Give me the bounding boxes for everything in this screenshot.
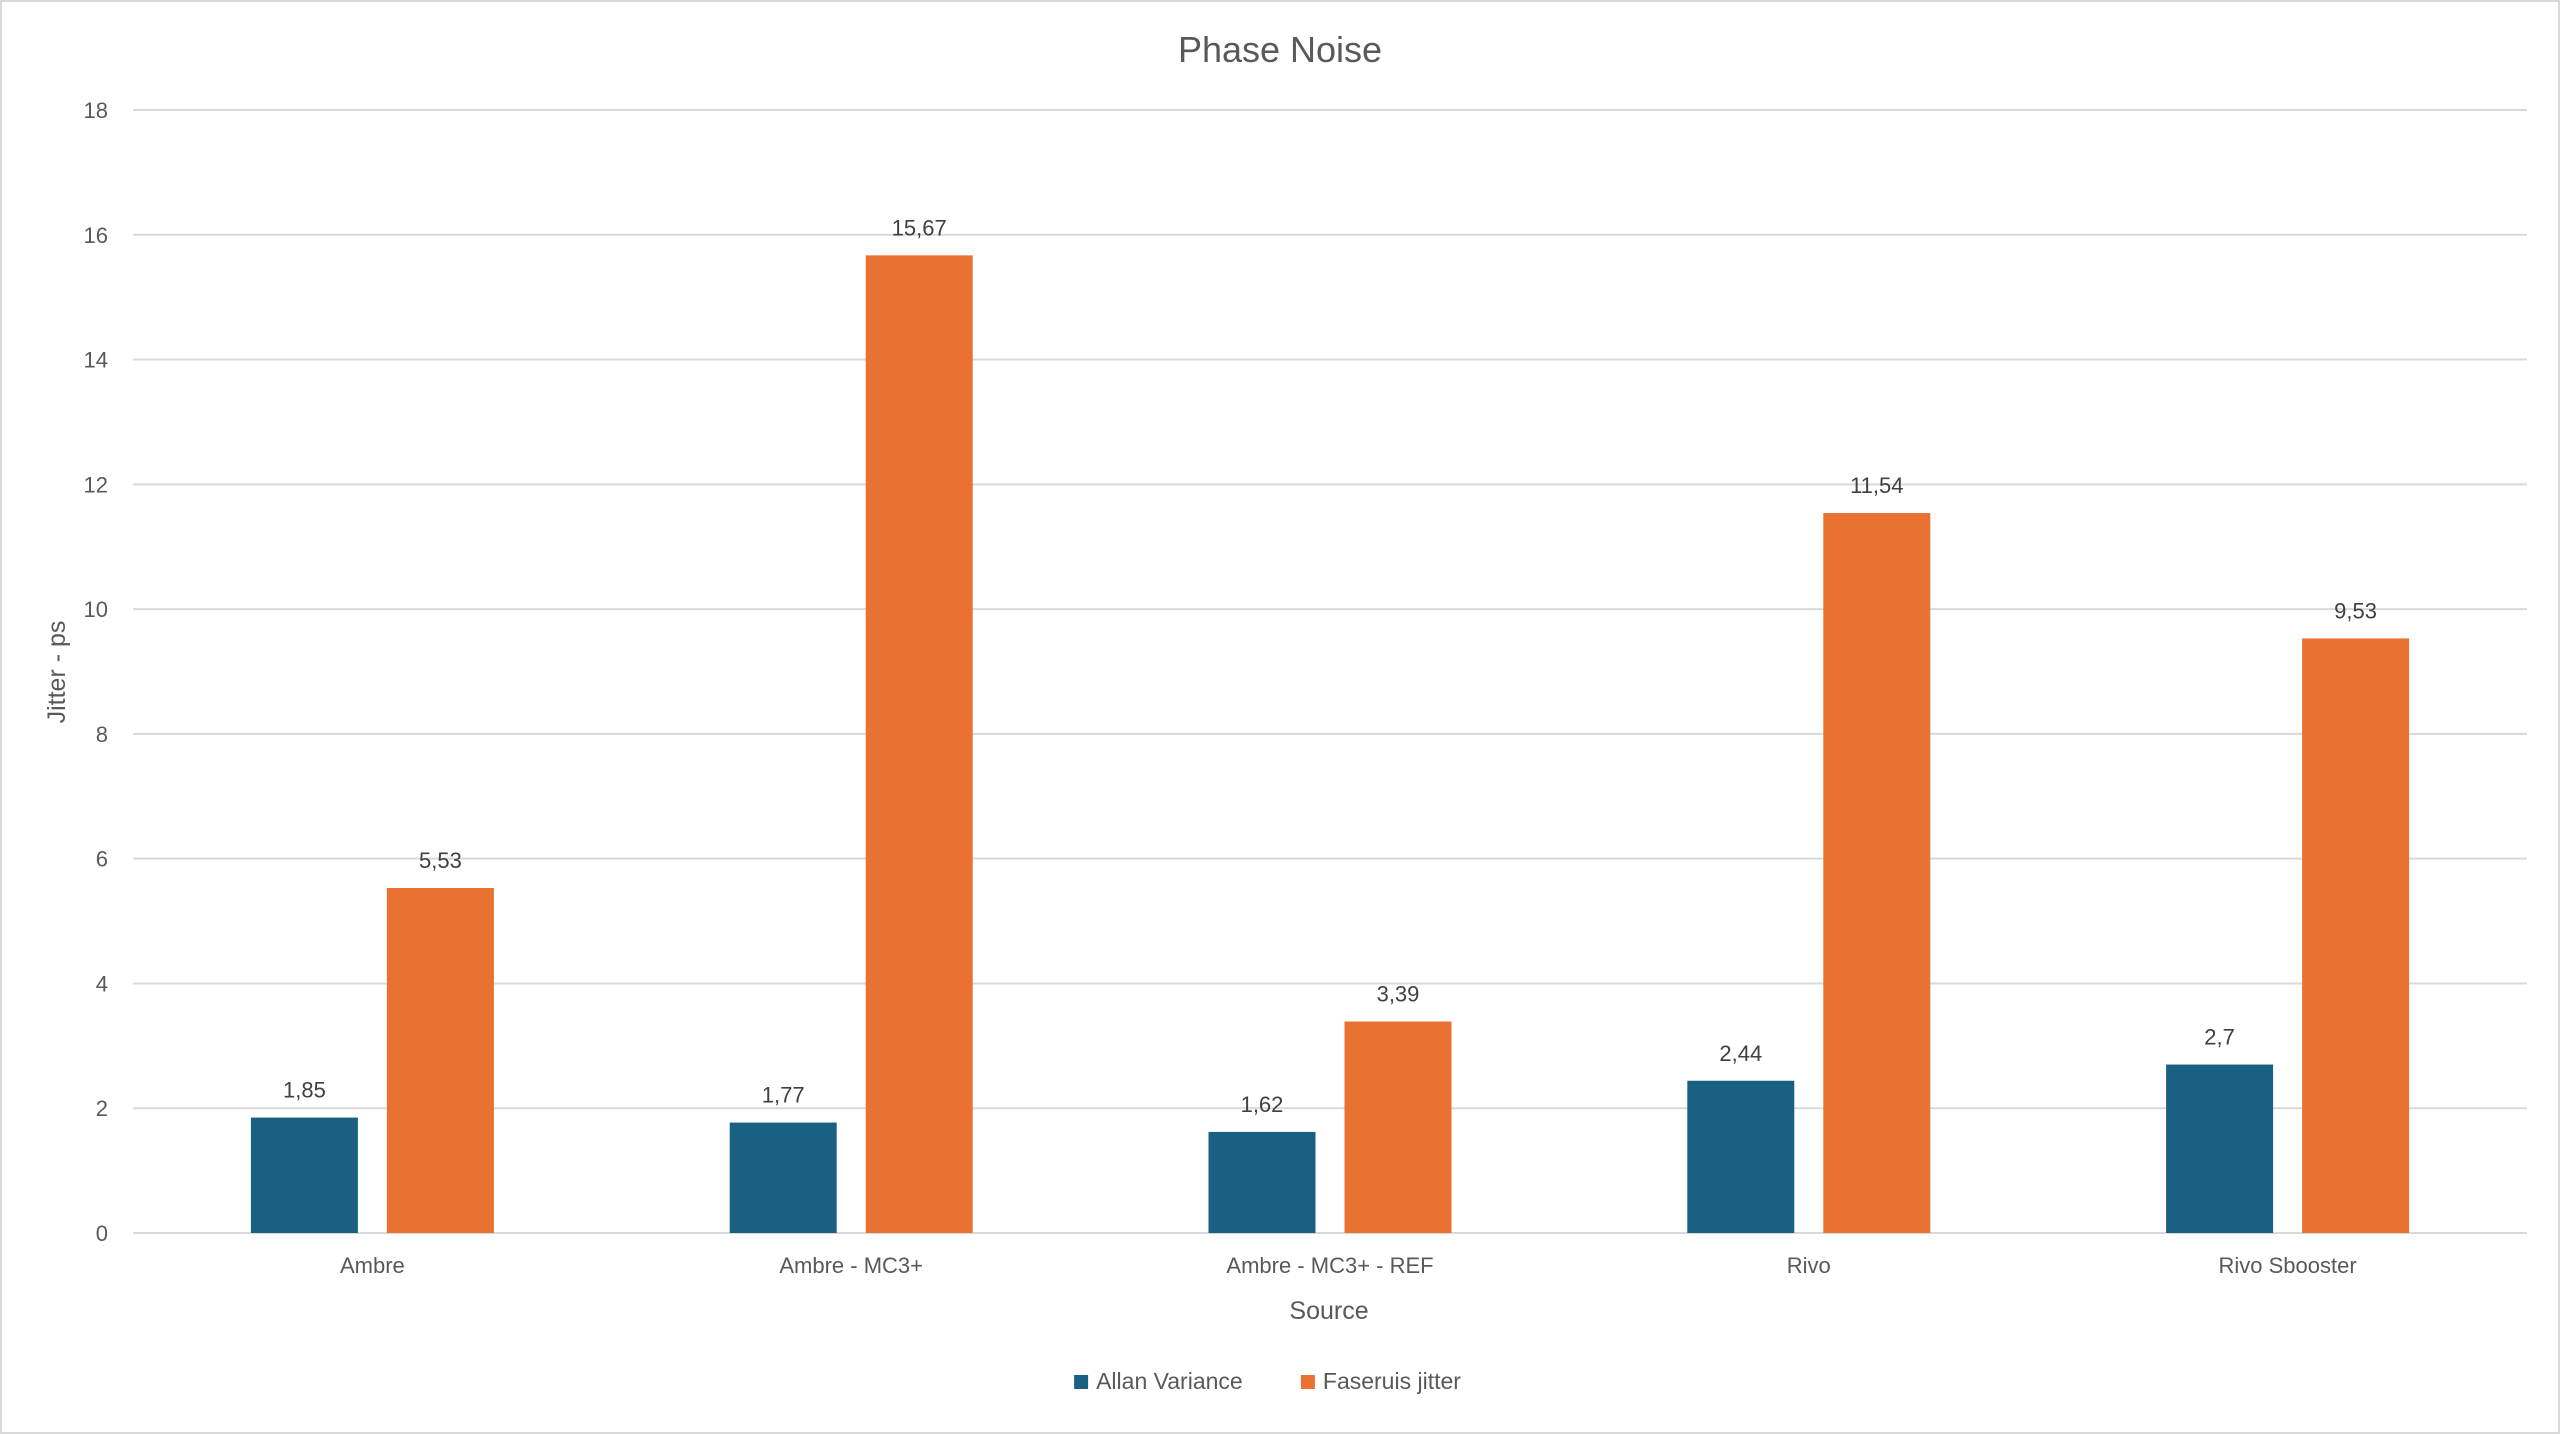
y-tick-label: 12 [84,472,108,497]
data-label: 1,85 [283,1078,326,1103]
data-label: 5,53 [419,848,462,873]
bar [1823,513,1931,1233]
x-axis-title: Source [1289,1297,1368,1325]
legend-label: Allan Variance [1096,1368,1243,1394]
data-labels: 1,85 5,53 1,77 15,67 1,62 3,39 2,44 11,54 2,7 9,5… [283,215,2377,1117]
x-tick-label: Ambre [340,1253,405,1278]
x-tick-label: Rivo [1787,1253,1831,1278]
y-tick-label: 6 [96,847,108,872]
legend: Allan Variance Faseruis jitter [1074,1368,1461,1394]
bar [250,1117,358,1233]
x-tick-label: Ambre - MC3+ - REF [1226,1253,1433,1278]
y-tick-label: 0 [96,1221,108,1246]
bar [1687,1080,1795,1233]
bar [1208,1131,1316,1233]
x-tick-label: Ambre - MC3+ [779,1253,923,1278]
x-axis-ticks: Ambre Ambre - MC3+ Ambre - MC3+ - REF Rivo R… [340,1253,2357,1278]
x-tick-label: Rivo Sbooster [2219,1253,2357,1278]
data-label: 9,53 [2334,598,2377,623]
bars [250,255,2410,1234]
y-tick-label: 4 [96,971,108,996]
bar [865,255,973,1234]
bar [2166,1064,2274,1233]
data-label: 2,44 [1719,1041,1762,1066]
data-label: 15,67 [892,215,947,240]
data-label: 1,77 [762,1083,805,1108]
data-label: 11,54 [1850,473,1903,498]
y-tick-label: 16 [84,223,108,248]
data-label: 2,7 [2204,1025,2235,1050]
y-tick-label: 18 [84,98,108,123]
bar [729,1122,837,1233]
legend-label: Faseruis jitter [1323,1368,1461,1394]
bar [2302,638,2410,1233]
y-tick-label: 2 [96,1096,108,1121]
chart-title: Phase Noise [1178,29,1382,70]
data-label: 1,62 [1241,1092,1284,1117]
legend-swatch [1074,1375,1089,1389]
y-tick-label: 14 [84,348,108,373]
legend-swatch [1300,1375,1315,1389]
data-label: 3,39 [1377,982,1420,1007]
y-tick-label: 8 [96,722,108,747]
bar [1344,1021,1452,1233]
bar [386,887,494,1233]
y-tick-label: 10 [84,597,108,622]
y-axis-title: Jitter - ps [43,621,71,724]
y-axis-ticks: 0 2 4 6 8 10 12 14 16 18 [84,98,108,1246]
gridlines [133,109,2527,1234]
